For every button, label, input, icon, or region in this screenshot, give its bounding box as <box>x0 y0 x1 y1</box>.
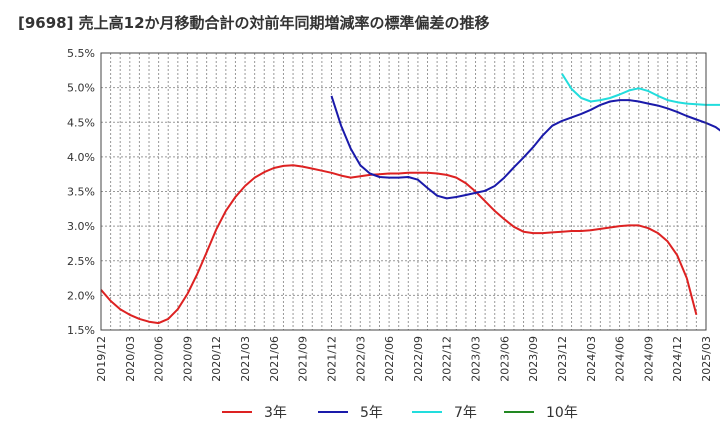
x-tick-label: 2024/09 <box>642 336 655 382</box>
x-tick-label: 2022/06 <box>383 336 396 382</box>
legend: 3年 5年 7年 10年 <box>222 405 578 421</box>
x-tick-label: 2021/06 <box>268 336 281 382</box>
x-tick-label: 2024/12 <box>671 336 684 382</box>
x-tick-label: 2021/03 <box>239 336 252 382</box>
x-tick-label: 2024/06 <box>614 336 627 382</box>
x-tick-label: 2022/09 <box>412 336 425 382</box>
x-tick-label: 2024/03 <box>585 336 598 382</box>
x-tick-label: 2023/09 <box>527 336 540 382</box>
x-tick-label: 2022/03 <box>354 336 367 382</box>
y-tick-label: 4.5% <box>67 116 95 129</box>
chart-title: [9698] 売上高12か月移動合計の対前年同期増減率の標準偏差の推移 <box>18 14 490 32</box>
y-tick-label: 2.0% <box>67 289 95 302</box>
x-tick-label: 2021/12 <box>325 336 338 382</box>
x-tick-label: 2020/03 <box>124 336 137 382</box>
x-tick-label: 2022/12 <box>441 336 454 382</box>
x-tick-label: 2025/03 <box>700 336 713 382</box>
x-tick-label: 2019/12 <box>95 336 108 382</box>
y-axis-ticks: 1.5% 2.0% 2.5% 3.0% 3.5% 4.0% 4.5% 5.0% 5.5% <box>67 47 95 337</box>
x-tick-label: 2020/12 <box>210 336 223 382</box>
y-tick-label: 3.0% <box>67 220 95 233</box>
x-tick-label: 2023/03 <box>470 336 483 382</box>
x-tick-label: 2020/09 <box>181 336 194 382</box>
x-tick-label: 2023/06 <box>498 336 511 382</box>
y-tick-label: 5.0% <box>67 82 95 95</box>
y-tick-label: 3.5% <box>67 186 95 199</box>
series-line-2 <box>561 73 720 106</box>
legend-label-2: 7年 <box>454 405 477 421</box>
y-tick-label: 2.5% <box>67 255 95 268</box>
y-tick-label: 5.5% <box>67 47 95 60</box>
x-axis-ticks: 2019/12 2020/03 2020/06 2020/09 2020/12 2021/… <box>95 336 713 382</box>
series-line-1 <box>330 95 720 200</box>
y-tick-label: 4.0% <box>67 151 95 164</box>
series-line-0 <box>100 164 698 325</box>
legend-label-0: 3年 <box>264 405 287 421</box>
series-lines <box>100 73 720 325</box>
y-tick-label: 1.5% <box>67 324 95 337</box>
plot-background <box>101 53 706 330</box>
legend-label-3: 10年 <box>546 405 578 421</box>
plot-frame <box>100 52 707 331</box>
x-tick-label: 2020/06 <box>153 336 166 382</box>
legend-label-1: 5年 <box>360 405 383 421</box>
x-tick-label: 2023/12 <box>556 336 569 382</box>
x-tick-label: 2021/09 <box>297 336 310 382</box>
